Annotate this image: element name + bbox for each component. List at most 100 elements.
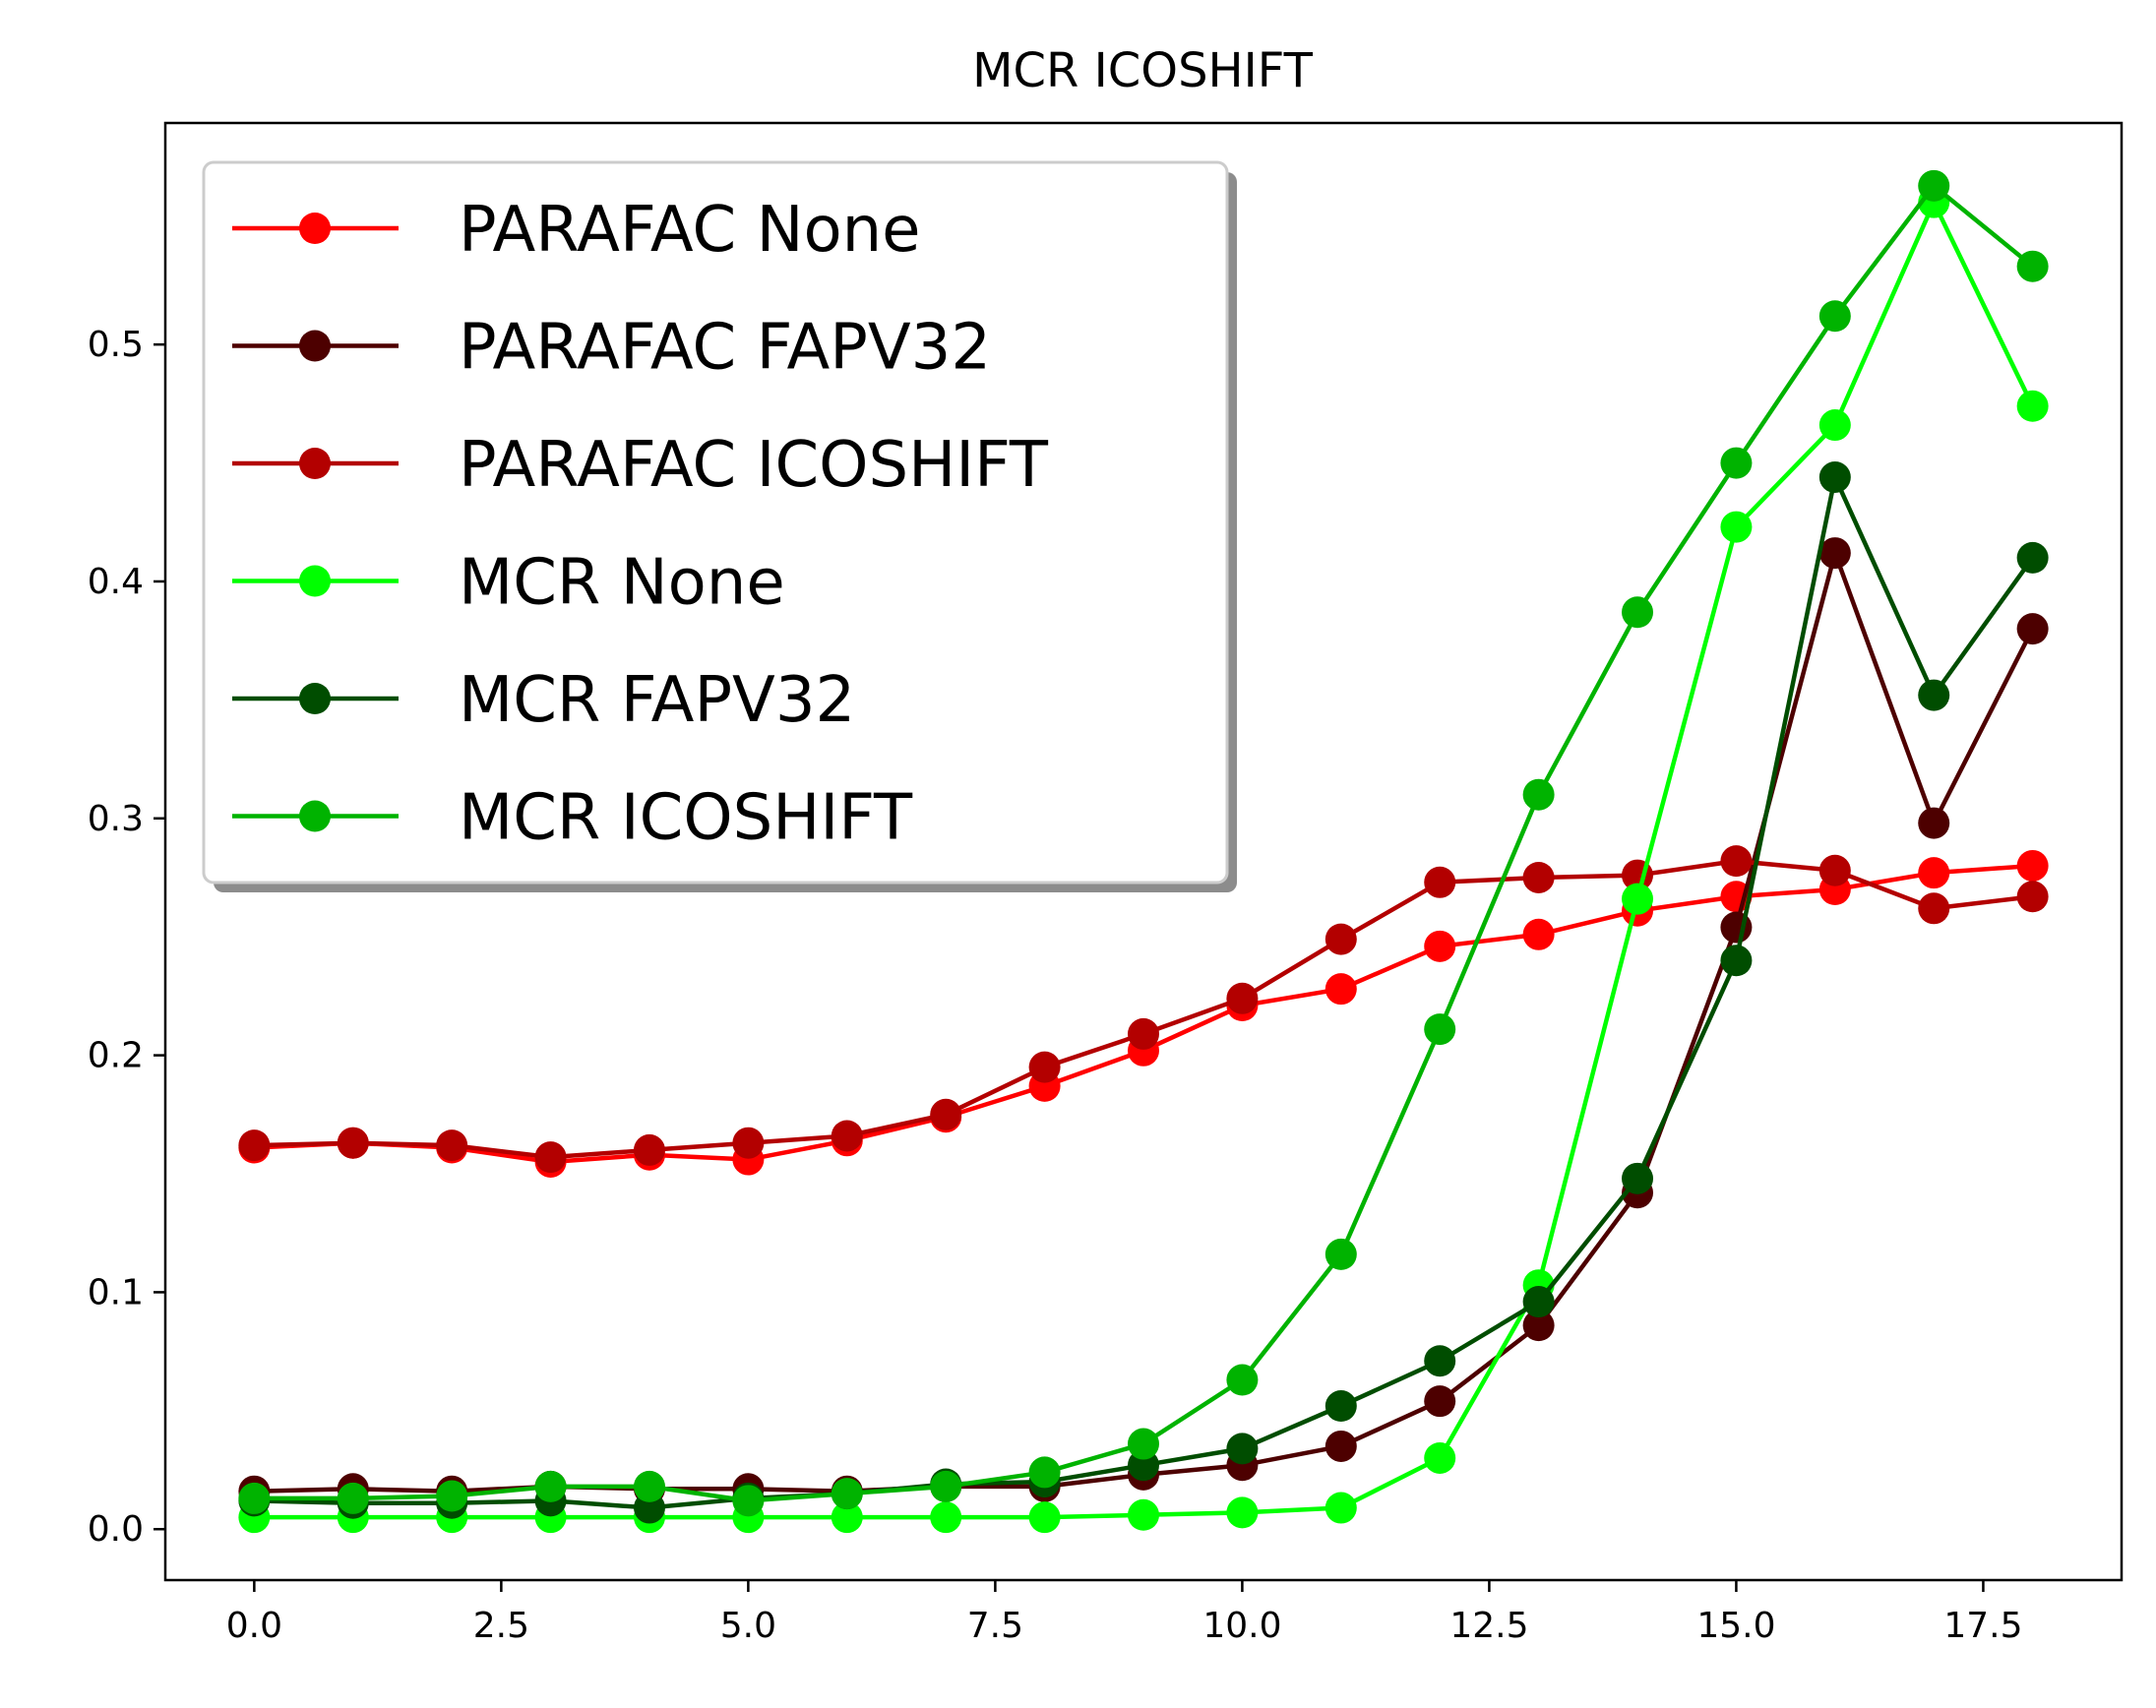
x-axis: 0.0 2.5 5.0 7.5 10.0 12.5 15.0 17.5 <box>226 1580 2023 1646</box>
data-point <box>1226 1433 1259 1465</box>
data-point <box>1818 300 1851 333</box>
legend-marker <box>299 448 331 479</box>
data-point <box>1918 857 1950 889</box>
data-point <box>1226 1364 1259 1396</box>
data-point <box>238 1129 271 1162</box>
data-point <box>1424 930 1456 962</box>
x-tick-label: 2.5 <box>473 1606 529 1646</box>
y-tick-label: 0.2 <box>88 1036 144 1076</box>
legend-item: PARAFAC None <box>232 194 921 267</box>
y-tick-label: 0.4 <box>88 562 144 602</box>
data-point <box>1424 1441 1456 1474</box>
data-point <box>2016 881 2049 913</box>
legend: PARAFAC None PARAFAC FAPV32 PARAFAC ICOSHI… <box>202 160 1237 892</box>
data-point <box>1324 1238 1357 1270</box>
data-point <box>436 1129 468 1162</box>
data-point <box>1522 778 1555 811</box>
data-point <box>238 1482 271 1514</box>
legend-item: MCR FAPV32 <box>232 664 855 737</box>
data-point <box>1522 918 1555 950</box>
data-point <box>732 1127 765 1159</box>
data-point <box>2016 849 2049 882</box>
data-point <box>1424 866 1456 898</box>
data-point <box>2016 250 2049 282</box>
series-2 <box>238 845 2049 1174</box>
legend-box <box>202 160 1229 884</box>
data-point <box>930 1098 962 1130</box>
legend-marker <box>299 800 331 832</box>
data-point <box>1324 1492 1357 1524</box>
data-point <box>1720 447 1753 479</box>
data-point <box>337 1482 369 1514</box>
data-point <box>1424 1013 1456 1046</box>
data-point <box>1622 1162 1654 1194</box>
data-point <box>1818 537 1851 570</box>
data-point <box>1324 923 1357 955</box>
data-point <box>831 1501 863 1534</box>
data-point <box>633 1470 665 1502</box>
series-5 <box>238 169 2049 1517</box>
y-axis: 0.0 0.1 0.2 0.3 0.4 0.5 <box>88 325 165 1550</box>
data-point <box>1128 1428 1159 1460</box>
y-tick-label: 0.0 <box>88 1509 144 1550</box>
data-point <box>1424 1385 1456 1418</box>
data-point <box>1622 883 1654 915</box>
legend-label: MCR None <box>459 547 785 620</box>
x-tick-label: 15.0 <box>1696 1606 1775 1646</box>
data-point <box>1818 461 1851 494</box>
data-point <box>1226 982 1259 1014</box>
legend-marker <box>299 330 331 362</box>
data-point <box>1818 409 1851 442</box>
legend-item: MCR None <box>232 547 785 620</box>
plot-frame <box>163 121 2124 1582</box>
series-3 <box>238 186 2049 1534</box>
x-tick-label: 12.5 <box>1449 1606 1528 1646</box>
legend-marker <box>299 565 331 597</box>
data-point <box>1918 892 1950 925</box>
data-point <box>1324 1430 1357 1462</box>
series-layer <box>238 169 2049 1534</box>
legend-marker <box>299 213 331 244</box>
data-point <box>1818 854 1851 886</box>
data-point <box>1128 1498 1159 1531</box>
data-point <box>633 1133 665 1166</box>
data-point <box>930 1501 962 1534</box>
legend-item: MCR ICOSHIFT <box>232 782 913 855</box>
x-tick-label: 10.0 <box>1202 1606 1281 1646</box>
y-tick-label: 0.3 <box>88 799 144 839</box>
data-point <box>1028 1501 1061 1534</box>
data-point <box>2016 613 2049 645</box>
legend-item: PARAFAC FAPV32 <box>232 312 991 385</box>
data-point <box>1720 845 1753 878</box>
legend-label: PARAFAC None <box>459 194 921 267</box>
legend-label: PARAFAC ICOSHIFT <box>459 429 1049 502</box>
data-point <box>1028 1051 1061 1083</box>
x-tick-label: 5.0 <box>720 1606 776 1646</box>
data-point <box>1720 511 1753 543</box>
data-point <box>2016 541 2049 574</box>
x-tick-label: 17.5 <box>1943 1606 2022 1646</box>
data-point <box>534 1141 567 1174</box>
data-point <box>1028 1456 1061 1489</box>
data-point <box>1226 1496 1259 1529</box>
data-point <box>337 1127 369 1159</box>
y-tick-label: 0.5 <box>88 325 144 365</box>
legend-label: MCR ICOSHIFT <box>459 782 913 855</box>
data-point <box>1324 973 1357 1006</box>
legend-item: PARAFAC ICOSHIFT <box>232 429 1049 502</box>
data-point <box>1522 1310 1555 1342</box>
x-tick-label: 7.5 <box>967 1606 1023 1646</box>
legend-marker <box>299 683 331 714</box>
data-point <box>534 1470 567 1502</box>
data-point <box>930 1470 962 1502</box>
data-point <box>1324 1390 1357 1423</box>
data-point <box>2016 390 2049 422</box>
chart-title: MCR ICOSHIFT <box>972 43 1313 98</box>
data-point <box>1918 807 1950 839</box>
data-point <box>732 1485 765 1517</box>
data-point <box>436 1480 468 1512</box>
data-point <box>1424 1345 1456 1377</box>
y-tick-label: 0.1 <box>88 1272 144 1312</box>
legend-label: PARAFAC FAPV32 <box>459 312 991 385</box>
data-point <box>831 1120 863 1152</box>
